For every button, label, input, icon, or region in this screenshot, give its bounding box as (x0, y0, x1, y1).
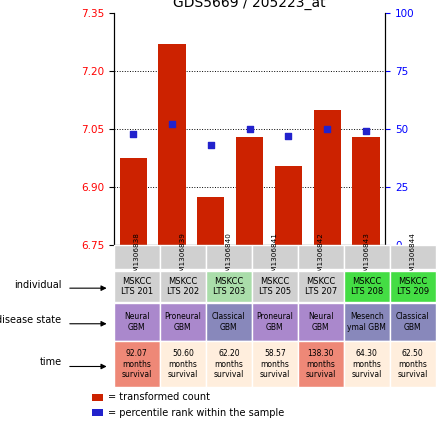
Text: MSKCC
LTS 209: MSKCC LTS 209 (397, 277, 429, 296)
Text: GSM1306841: GSM1306841 (272, 233, 278, 281)
Bar (236, 137, 263, 245)
Text: GSM1306839: GSM1306839 (180, 233, 186, 281)
Bar (92, 393, 103, 401)
Point (207, 142, 214, 148)
Bar (120, 158, 147, 245)
Point (130, 130, 137, 137)
Text: Proneural
GBM: Proneural GBM (256, 312, 293, 332)
Text: 58.57
months
survival: 58.57 months survival (260, 349, 290, 379)
Bar (314, 110, 341, 245)
Text: Classical
GBM: Classical GBM (396, 312, 430, 332)
Text: Neural
GBM: Neural GBM (308, 312, 334, 332)
Text: Proneural
GBM: Proneural GBM (164, 312, 201, 332)
Bar (275, 166, 302, 245)
Text: MSKCC
LTS 203: MSKCC LTS 203 (213, 277, 245, 296)
Text: 92.07
months
survival: 92.07 months survival (122, 349, 152, 379)
Point (324, 126, 331, 132)
Text: Neural
GBM: Neural GBM (124, 312, 150, 332)
Point (246, 126, 253, 132)
Text: 50.60
months
survival: 50.60 months survival (168, 349, 198, 379)
Text: GSM1306838: GSM1306838 (134, 233, 140, 281)
Bar (159, 44, 186, 245)
Text: disease state: disease state (0, 315, 61, 325)
Bar (92, 409, 103, 416)
Text: GSM1306840: GSM1306840 (226, 233, 232, 281)
Bar (353, 137, 380, 245)
Text: GSM1306842: GSM1306842 (318, 233, 324, 281)
Text: 62.50
months
survival: 62.50 months survival (398, 349, 428, 379)
Bar (197, 197, 224, 245)
Title: GDS5669 / 205223_at: GDS5669 / 205223_at (173, 0, 326, 10)
Text: 64.30
months
survival: 64.30 months survival (352, 349, 382, 379)
Text: = transformed count: = transformed count (109, 392, 210, 402)
Text: Classical
GBM: Classical GBM (212, 312, 246, 332)
Text: GSM1306844: GSM1306844 (410, 233, 416, 281)
Text: = percentile rank within the sample: = percentile rank within the sample (109, 408, 285, 418)
Point (363, 128, 370, 135)
Text: MSKCC
LTS 205: MSKCC LTS 205 (259, 277, 291, 296)
Text: MSKCC
LTS 201: MSKCC LTS 201 (121, 277, 153, 296)
Text: MSKCC
LTS 207: MSKCC LTS 207 (305, 277, 337, 296)
Text: GSM1306843: GSM1306843 (364, 233, 370, 281)
Text: MSKCC
LTS 202: MSKCC LTS 202 (167, 277, 199, 296)
Text: 62.20
months
survival: 62.20 months survival (214, 349, 244, 379)
Point (169, 121, 176, 128)
Text: MSKCC
LTS 208: MSKCC LTS 208 (351, 277, 383, 296)
Point (285, 132, 292, 139)
Text: Mesench
ymal GBM: Mesench ymal GBM (347, 312, 386, 332)
Text: time: time (39, 357, 61, 367)
Text: 138.30
months
survival: 138.30 months survival (306, 349, 336, 379)
Text: individual: individual (14, 280, 61, 290)
